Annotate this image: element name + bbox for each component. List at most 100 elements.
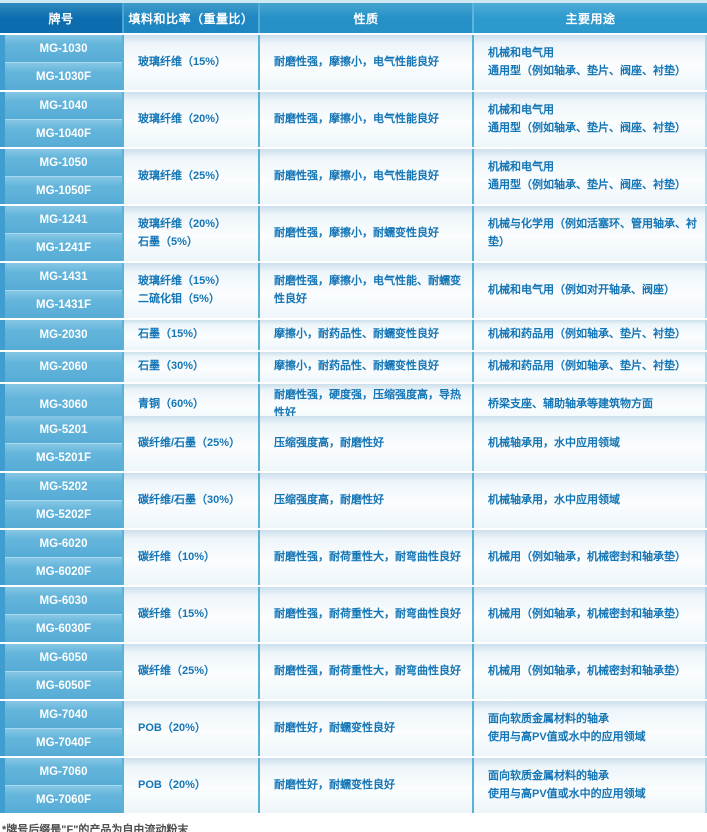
grade-cell: MG-5201F xyxy=(5,443,122,471)
table-row: MG-1050 MG-1050F 玻璃纤维（25%） 耐磨性强，摩擦小，电气性能良好 机… xyxy=(0,149,707,204)
text-line: 通用型（例如轴承、垫片、阀座、衬垫） xyxy=(488,178,686,191)
filler-cell: 碳纤维（10%） xyxy=(122,530,258,585)
properties-cell: 耐磨性好，耐蠕变性良好 xyxy=(258,701,472,756)
column-header-filler: 填料和比率（重量比） xyxy=(122,3,258,33)
text-line: 碳纤维/石墨（30%） xyxy=(138,493,241,506)
properties-cell: 耐磨性强，摩擦小，电气性能良好 xyxy=(258,92,472,147)
table-row: MG-6020 MG-6020F 碳纤维（10%） 耐磨性强，耐荷重性大，耐弯曲性良好… xyxy=(0,530,707,585)
uses-cell: 机械和电气用通用型（例如轴承、垫片、阀座、衬垫） xyxy=(472,149,707,204)
text-line: 面向软质金属材料的轴承 xyxy=(488,712,609,725)
grade-column: MG-5202 MG-5202F xyxy=(0,473,122,528)
grade-cell: MG-1050F xyxy=(5,176,122,204)
text-line: 机械和药品用（例如轴承、垫片、衬垫） xyxy=(488,328,686,341)
text-line: 青铜（60%） xyxy=(138,397,205,410)
material-spec-table: 牌号 填料和比率（重量比） 性质 主要用途 MG-1030 MG-1030F 玻璃纤维（1… xyxy=(0,0,707,813)
uses-cell: 机械和电气用 通用型（例如轴承、垫片、阀座、衬垫） xyxy=(472,35,707,90)
filler-cell: POB（20%） xyxy=(122,758,258,813)
grade-column: MG-6030 MG-6030F xyxy=(0,587,122,642)
properties-cell: 耐磨性强，摩擦小，电气性能良好 xyxy=(258,35,472,90)
properties-cell: 压缩强度高，耐磨性好 xyxy=(258,416,472,471)
text-line: 机械和药品用（例如轴承、垫片、衬垫） xyxy=(488,360,686,373)
grade-cell: MG-6020F xyxy=(5,557,122,585)
grade-cell: MG-1431F xyxy=(5,290,122,318)
table-row: MG-6030 MG-6030F 碳纤维（15%） 耐磨性强，耐荷重性大，耐弯曲性良好… xyxy=(0,587,707,642)
properties-cell: 摩擦小，耐药品性、耐蠕变性良好 xyxy=(258,320,472,350)
grade-column: MG-7060 MG-7060F xyxy=(0,758,122,813)
text-line: 玻璃纤维（20%） xyxy=(138,217,227,230)
text-line: 碳纤维（15%） xyxy=(138,607,216,620)
footnote: *牌号后缀是"F"的产品为自由流动粉末 xyxy=(2,824,189,832)
table-row: MG-7060 MG-7060F POB（20%） 耐磨性好，耐蠕变性良好 面向软质金属… xyxy=(0,758,707,813)
properties-cell: 耐磨性强，摩擦小，电气性能、耐蠕变性良好 xyxy=(258,263,472,318)
text-line: 耐磨性好，耐蠕变性良好 xyxy=(274,778,395,791)
grade-cell: MG-1241 xyxy=(5,206,122,233)
text-line: POB（20%） xyxy=(138,778,206,791)
filler-cell: 碳纤维（15%） xyxy=(122,587,258,642)
text-line: 机械用（例如轴承，机械密封和轴承垫） xyxy=(488,664,686,677)
filler-cell: 碳纤维/石墨（30%） xyxy=(122,473,258,528)
text-line: 石墨（15%） xyxy=(138,328,205,341)
grade-cell: MG-6050 xyxy=(5,644,122,671)
text-line: 机械与化学用（例如活塞环、管用轴承、衬垫） xyxy=(488,217,697,248)
table-row: MG-1030 MG-1030F 玻璃纤维（15%） 耐磨性强，摩擦小，电气性能良好 机… xyxy=(0,35,707,90)
grade-column: MG-5201 MG-5201F xyxy=(0,416,122,471)
text-line: 石墨（30%） xyxy=(138,360,205,373)
table-body: MG-1030 MG-1030F 玻璃纤维（15%） 耐磨性强，摩擦小，电气性能良好机… xyxy=(0,35,707,813)
grade-column: MG-1050 MG-1050F xyxy=(0,149,122,204)
properties-cell: 耐磨性强，耐荷重性大，耐弯曲性良好 xyxy=(258,644,472,699)
grade-cell: MG-1030F xyxy=(5,62,122,90)
table-row: MG-1431 MG-1431F 玻璃纤维（15%） 二硫化钼（5%） 耐磨性强，摩擦小… xyxy=(0,263,707,318)
text-line: 机械和电气用 xyxy=(488,103,554,116)
properties-cell: 耐磨性强，耐荷重性大，耐弯曲性良好 xyxy=(258,530,472,585)
table-row: MG-1040 MG-1040F 玻璃纤维（20%） 耐磨性强，摩擦小，电气性能良好 机… xyxy=(0,92,707,147)
properties-cell: 压缩强度高，耐磨性好 xyxy=(258,473,472,528)
text-line: 机械用（例如轴承，机械密封和轴承垫） xyxy=(488,607,686,620)
table-top-strip xyxy=(0,0,707,3)
grade-column: MG-1431 MG-1431F xyxy=(0,263,122,318)
uses-cell: 机械用（例如轴承，机械密封和轴承垫） xyxy=(472,644,707,699)
uses-cell: 面向软质金属材料的轴承 使用与高PV值或水中的应用领域 xyxy=(472,758,707,813)
filler-cell: 石墨（30%） xyxy=(122,352,258,382)
table-row: MG-3060 青铜（60%） 耐磨性强，硬度强，压缩强度高，导热性好 桥梁支座、辅助… xyxy=(0,384,707,426)
text-line: 机械轴承用，水中应用领域 xyxy=(488,493,620,506)
table-row: MG-2030 石墨（15%） 摩擦小，耐药品性、耐蠕变性良好 机械和药品用（例如轴承… xyxy=(0,320,707,350)
text-line: 耐磨性强，摩擦小，电气性能、耐蠕变性良好 xyxy=(274,274,461,305)
text-line: 二硫化钼（5%） xyxy=(138,292,220,305)
table-row: MG-5202 MG-5202F 碳纤维/石墨（30%） 压缩强度高，耐磨性好 机械轴承… xyxy=(0,473,707,528)
grade-column: MG-1241 MG-1241F xyxy=(0,206,122,261)
uses-cell: 机械轴承用，水中应用领域 xyxy=(472,473,707,528)
table-row: MG-1241 MG-1241F 玻璃纤维（20%） 石墨（5%） 耐磨性强，摩擦小，耐… xyxy=(0,206,707,261)
column-header-grade: 牌号 xyxy=(0,3,122,33)
text-line: 耐磨性强，硬度强，压缩强度高，导热性好 xyxy=(274,389,461,419)
grade-cell: MG-1431 xyxy=(5,263,122,290)
grade-cell: MG-1040 xyxy=(5,92,122,119)
text-line: 碳纤维（25%） xyxy=(138,664,216,677)
text-line: 耐磨性强，摩擦小，电气性能良好 xyxy=(274,55,439,68)
grade-cell: MG-1050 xyxy=(5,149,122,176)
grade-cell: MG-5201 xyxy=(5,416,122,443)
text-line: 玻璃纤维（25%） xyxy=(138,169,227,182)
text-line: 使用与高PV值或水中的应用领域 xyxy=(488,730,646,743)
uses-cell: 机械用（例如轴承，机械密封和轴承垫） xyxy=(472,587,707,642)
text-line: 桥梁支座、辅助轴承等建筑物方面 xyxy=(488,397,653,410)
grade-cell: MG-1241F xyxy=(5,233,122,261)
filler-cell: 玻璃纤维（15%） xyxy=(122,35,258,90)
table-row: MG-2060 石墨（30%） 摩擦小，耐药品性、耐蠕变性良好 机械和药品用（例如轴承… xyxy=(0,352,707,382)
text-line: 玻璃纤维（15%） xyxy=(138,274,227,287)
text-line: 碳纤维（10%） xyxy=(138,550,216,563)
table-row: MG-6050 MG-6050F 碳纤维（25%） 耐磨性强，耐荷重性大，耐弯曲性良好… xyxy=(0,644,707,699)
text-line: 通用型（例如轴承、垫片、阀座、衬垫） xyxy=(488,121,686,134)
uses-cell: 面向软质金属材料的轴承使用与高PV值或水中的应用领域 xyxy=(472,701,707,756)
text-line: 耐磨性强，摩擦小，电气性能良好 xyxy=(274,169,439,182)
text-line: 摩擦小，耐药品性、耐蠕变性良好 xyxy=(274,328,439,341)
grade-cell: MG-5202F xyxy=(5,500,122,528)
uses-cell: 机械和电气用（例如对开轴承、阀座） xyxy=(472,263,707,318)
grade-column: MG-7040 MG-7040F xyxy=(0,701,122,756)
filler-cell: 碳纤维（25%） xyxy=(122,644,258,699)
column-header-uses: 主要用途 xyxy=(472,3,707,33)
text-line: 石墨（5%） xyxy=(138,235,198,248)
grade-cell: MG-1040F xyxy=(5,119,122,147)
text-line: 机械和电气用 xyxy=(488,160,554,173)
text-line: 机械轴承用，水中应用领域 xyxy=(488,436,620,449)
